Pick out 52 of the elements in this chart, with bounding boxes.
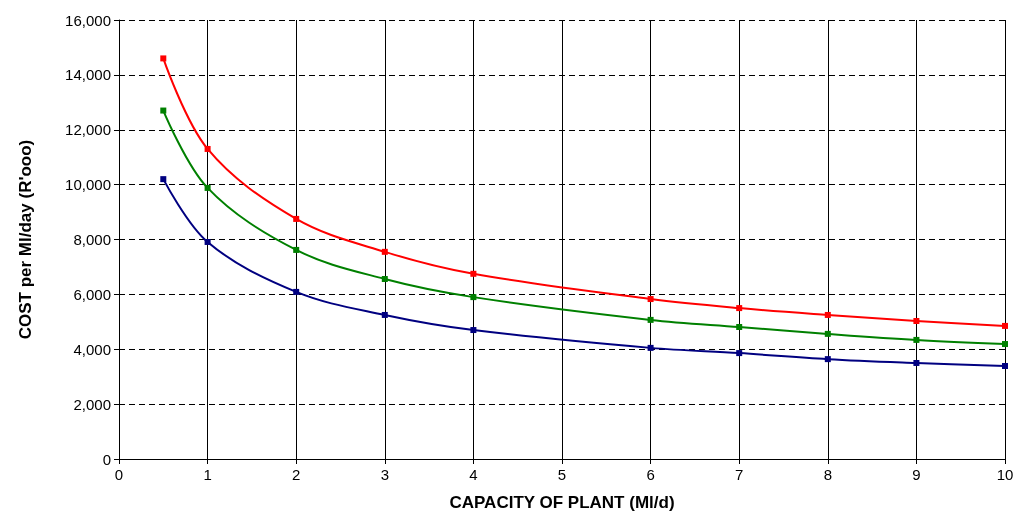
point	[470, 294, 477, 301]
point	[204, 145, 211, 152]
point	[160, 55, 167, 62]
point	[736, 324, 743, 331]
point	[913, 359, 920, 366]
y-tick-label: 4,000	[73, 340, 111, 358]
point	[913, 336, 920, 343]
point	[470, 270, 477, 277]
point	[381, 311, 388, 318]
point	[381, 248, 388, 255]
point	[824, 330, 831, 337]
x-tick-label: 7	[735, 466, 744, 483]
point	[293, 288, 300, 295]
x-tick-label: 1	[203, 466, 212, 483]
x-tick-label: 10	[996, 466, 1014, 483]
point	[913, 317, 920, 324]
point	[204, 238, 211, 245]
point	[824, 356, 831, 363]
point	[160, 107, 167, 114]
x-tick-label: 0	[114, 466, 124, 483]
y-tick-label: 14,000	[65, 66, 111, 84]
point	[293, 246, 300, 253]
point	[1002, 362, 1008, 369]
y-tick-label: 6,000	[73, 285, 111, 303]
point	[736, 350, 743, 357]
point	[647, 316, 654, 323]
x-tick-label: 4	[469, 466, 478, 483]
x-tick-label: 2	[292, 466, 301, 483]
point	[647, 344, 654, 351]
point	[381, 276, 388, 283]
point	[647, 296, 654, 303]
y-tick-label: 0	[102, 450, 111, 468]
y-tick-label: 8,000	[73, 231, 111, 248]
x-tick-label: 3	[380, 466, 389, 483]
point	[736, 305, 743, 312]
x-axis-title: CAPACITY OF PLANT (Ml/d)	[449, 493, 675, 512]
x-tick-label: 5	[557, 466, 567, 483]
x-tick-label: 9	[912, 466, 921, 483]
point	[160, 176, 167, 183]
point	[293, 215, 300, 222]
point	[204, 184, 211, 191]
point	[1002, 341, 1008, 348]
x-tick-label: 6	[646, 466, 655, 483]
y-tick-label: 12,000	[65, 121, 111, 139]
y-tick-label: 2,000	[73, 395, 111, 413]
point	[470, 327, 477, 334]
point	[824, 311, 831, 318]
x-tick-label: 8	[823, 466, 832, 483]
point	[1002, 322, 1008, 329]
y-tick-label: 16,000	[65, 11, 111, 29]
y-tick-label: 10,000	[65, 176, 111, 194]
y-axis-title: COST per Ml/day (R'ooo)	[16, 139, 35, 340]
